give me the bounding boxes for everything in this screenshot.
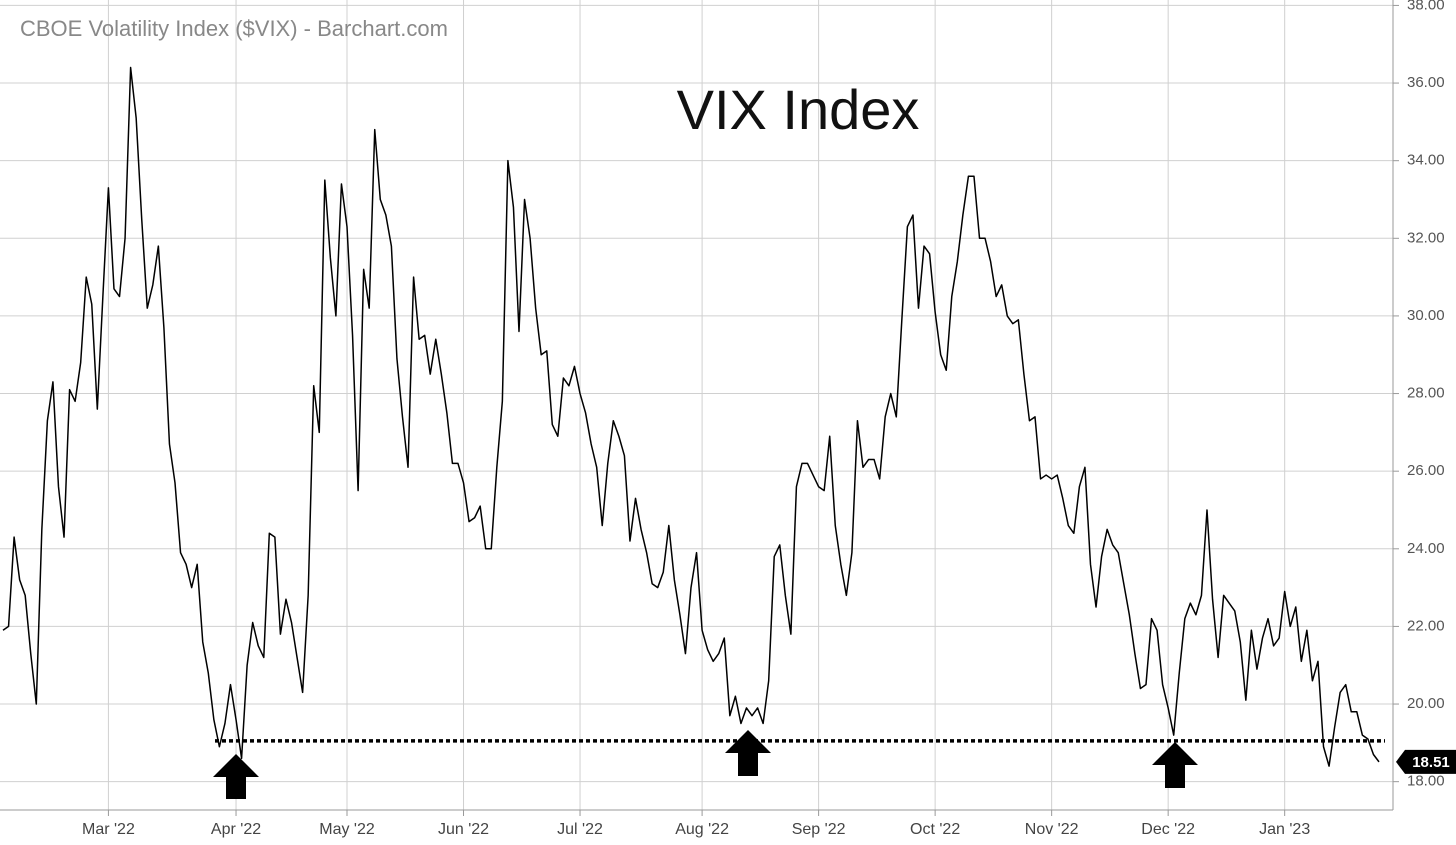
x-tick-label: Apr '22 bbox=[211, 821, 261, 838]
y-tick-label: 20.00 bbox=[1407, 695, 1445, 712]
x-tick-label: Jan '23 bbox=[1259, 821, 1310, 838]
y-tick-label: 28.00 bbox=[1407, 385, 1445, 402]
last-value-tag bbox=[1396, 749, 1456, 774]
y-tick-label: 36.00 bbox=[1407, 74, 1445, 91]
annotation: VIX Index bbox=[677, 78, 920, 141]
arrow bbox=[725, 730, 771, 776]
last-value-label: 18.51 bbox=[1412, 754, 1450, 771]
y-tick-label: 34.00 bbox=[1407, 152, 1445, 169]
arrows bbox=[213, 730, 1198, 799]
marks bbox=[2, 66, 1385, 767]
x-tick-label: Dec '22 bbox=[1141, 821, 1195, 838]
y-tick-label: 24.00 bbox=[1407, 540, 1445, 557]
y-tick-label: 32.00 bbox=[1407, 229, 1445, 246]
y-tick-label: 26.00 bbox=[1407, 462, 1445, 479]
x-tick-label: Aug '22 bbox=[675, 821, 729, 838]
y-tick-label: 22.00 bbox=[1407, 617, 1445, 634]
y-tick-label: 30.00 bbox=[1407, 307, 1445, 324]
x-tick-label: Oct '22 bbox=[910, 821, 960, 838]
x-tick-label: May '22 bbox=[319, 821, 375, 838]
x-tick-label: Jun '22 bbox=[438, 821, 489, 838]
x-tick-label: Mar '22 bbox=[82, 821, 135, 838]
x-tick-label: Sep '22 bbox=[792, 821, 846, 838]
x-tick-label: Jul '22 bbox=[557, 821, 603, 838]
line-series bbox=[2, 66, 1380, 767]
grid bbox=[0, 0, 1399, 816]
arrow bbox=[213, 754, 259, 799]
arrow bbox=[1152, 742, 1198, 788]
y-tick-label: 18.00 bbox=[1407, 773, 1445, 790]
y-tick-label: 38.00 bbox=[1407, 0, 1445, 13]
x-tick-label: Nov '22 bbox=[1025, 821, 1079, 838]
chart-title: CBOE Volatility Index ($VIX) - Barchart.… bbox=[20, 16, 448, 41]
